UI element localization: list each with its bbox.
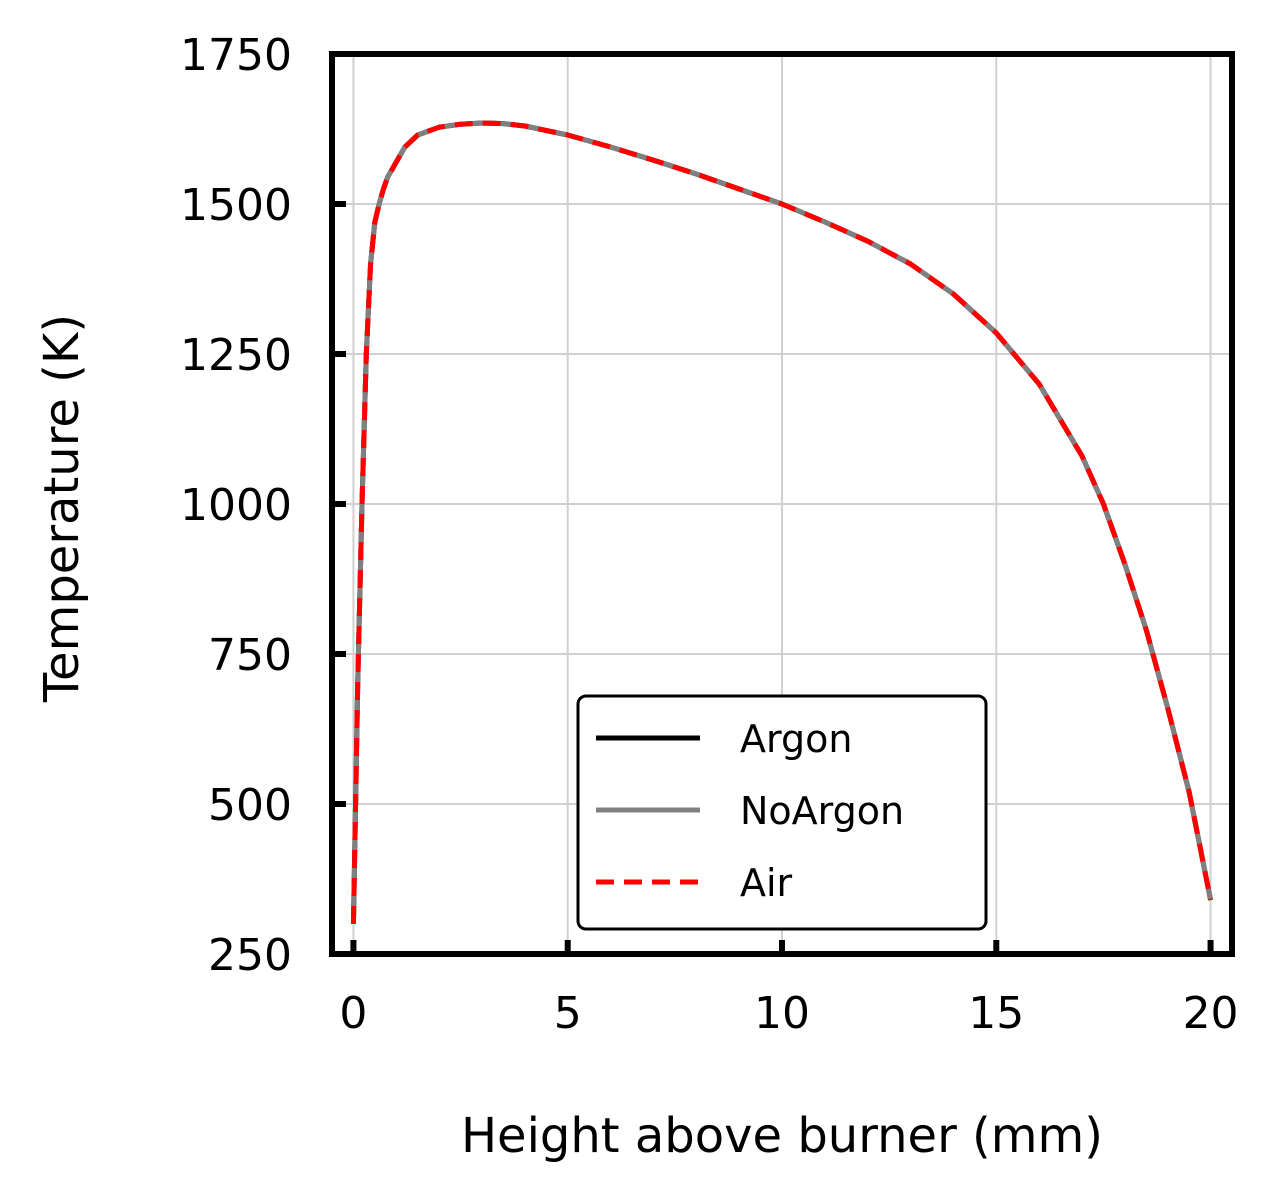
x-tick-label: 0 bbox=[339, 988, 367, 1039]
legend-box bbox=[576, 694, 988, 931]
y-tick-label: 1000 bbox=[180, 480, 292, 531]
axis-ticks bbox=[332, 51, 1214, 957]
legend-label-noargon: NoArgon bbox=[740, 789, 904, 833]
tick-labels: 0 5 10 15 20 250 500 750 1000 1250 1500 1750 bbox=[180, 30, 1239, 1039]
y-tick-label: 1500 bbox=[180, 180, 292, 231]
y-tick-label: 750 bbox=[208, 630, 292, 681]
x-tick-label: 10 bbox=[754, 988, 810, 1039]
y-tick-label: 500 bbox=[208, 780, 292, 831]
x-axis-title: Height above burner (mm) bbox=[461, 1108, 1103, 1164]
legend-label-argon: Argon bbox=[740, 717, 852, 761]
y-axis-title: Temperature (K) bbox=[34, 314, 90, 703]
legend: Argon NoArgon Air bbox=[576, 694, 988, 931]
x-tick-label: 20 bbox=[1183, 988, 1239, 1039]
x-tick-label: 5 bbox=[554, 988, 582, 1039]
plot-series bbox=[350, 120, 1214, 925]
legend-items: Argon NoArgon Air bbox=[596, 717, 904, 905]
series-line-air bbox=[350, 120, 1214, 925]
y-tick-label: 1250 bbox=[180, 330, 292, 381]
x-tick-label: 15 bbox=[968, 988, 1024, 1039]
y-tick-label: 250 bbox=[208, 930, 292, 981]
legend-label-air: Air bbox=[740, 861, 793, 905]
y-tick-label: 1750 bbox=[180, 30, 292, 81]
